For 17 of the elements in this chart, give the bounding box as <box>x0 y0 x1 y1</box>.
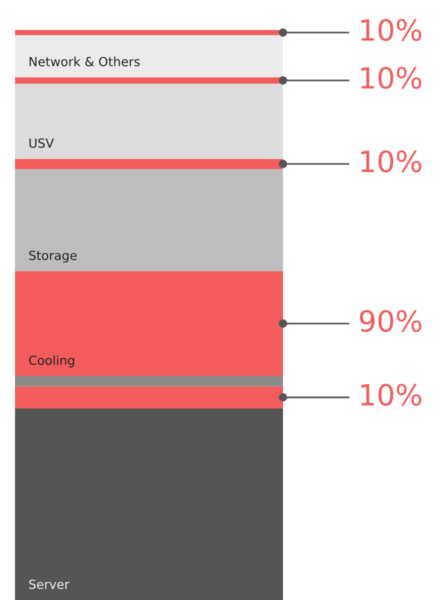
series-label: Cooling <box>29 355 74 368</box>
text: 10% <box>361 150 422 172</box>
series-label: USV <box>29 138 54 148</box>
bar <box>15 376 283 386</box>
series-label: Server <box>29 580 70 590</box>
bar <box>15 386 283 408</box>
bar <box>15 271 283 376</box>
bar <box>15 169 283 272</box>
bar <box>15 84 283 159</box>
bar <box>15 35 283 78</box>
text: 10% <box>361 18 422 42</box>
series-label: Network & Others <box>30 56 140 66</box>
text: 10% <box>361 66 422 89</box>
bar <box>15 408 283 600</box>
series-label: Storage <box>29 250 77 263</box>
text: 90% <box>360 310 422 332</box>
text: 10% <box>361 384 422 406</box>
